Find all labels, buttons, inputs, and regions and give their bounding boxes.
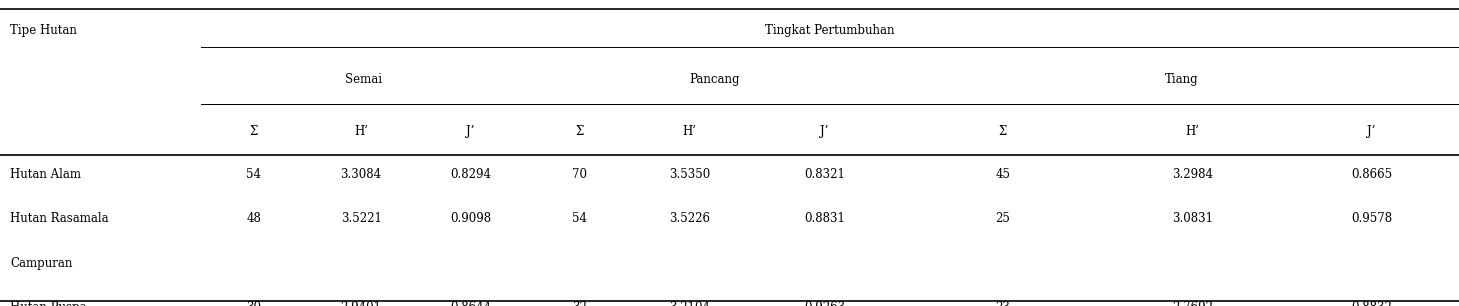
Text: 25: 25 [995,212,1011,225]
Text: Tingkat Pertumbuhan: Tingkat Pertumbuhan [766,24,894,37]
Text: 3.5350: 3.5350 [668,168,711,181]
Text: 0.8665: 0.8665 [1351,168,1392,181]
Text: Σ: Σ [249,125,258,138]
Text: 23: 23 [995,301,1011,306]
Text: 54: 54 [572,212,588,225]
Text: Campuran: Campuran [10,257,73,270]
Text: 0.8644: 0.8644 [449,301,492,306]
Text: Σ: Σ [576,125,584,138]
Text: 3.0831: 3.0831 [1172,212,1214,225]
Text: 54: 54 [247,168,261,181]
Text: Σ: Σ [999,125,1007,138]
Text: 3.5221: 3.5221 [340,212,382,225]
Text: 0.8832: 0.8832 [1351,301,1392,306]
Text: Hutan Alam: Hutan Alam [10,168,82,181]
Text: H’: H’ [683,125,696,138]
Text: Hutan Rasamala: Hutan Rasamala [10,212,109,225]
Text: J’: J’ [820,125,829,138]
Text: 48: 48 [247,212,261,225]
Text: 30: 30 [247,301,261,306]
Text: 0.8321: 0.8321 [804,168,845,181]
Text: 3.5226: 3.5226 [668,212,711,225]
Text: Hutan Puspa: Hutan Puspa [10,301,88,306]
Text: 2.9401: 2.9401 [340,301,382,306]
Text: 32: 32 [572,301,588,306]
Text: 0.9098: 0.9098 [449,212,492,225]
Text: 0.9263: 0.9263 [804,301,845,306]
Text: Pancang: Pancang [690,73,740,86]
Text: 0.8831: 0.8831 [804,212,845,225]
Text: 3.3084: 3.3084 [340,168,382,181]
Text: 45: 45 [995,168,1011,181]
Text: Tipe Hutan: Tipe Hutan [10,24,77,37]
Text: 0.9578: 0.9578 [1351,212,1392,225]
Text: J’: J’ [467,125,474,138]
Text: 0.8294: 0.8294 [449,168,492,181]
Text: 70: 70 [572,168,588,181]
Text: H’: H’ [355,125,368,138]
Text: Semai: Semai [344,73,382,86]
Text: 3.2104: 3.2104 [668,301,711,306]
Text: Tiang: Tiang [1164,73,1199,86]
Text: H’: H’ [1186,125,1199,138]
Text: J’: J’ [1367,125,1376,138]
Text: 3.2984: 3.2984 [1172,168,1214,181]
Text: 2.7692: 2.7692 [1172,301,1214,306]
